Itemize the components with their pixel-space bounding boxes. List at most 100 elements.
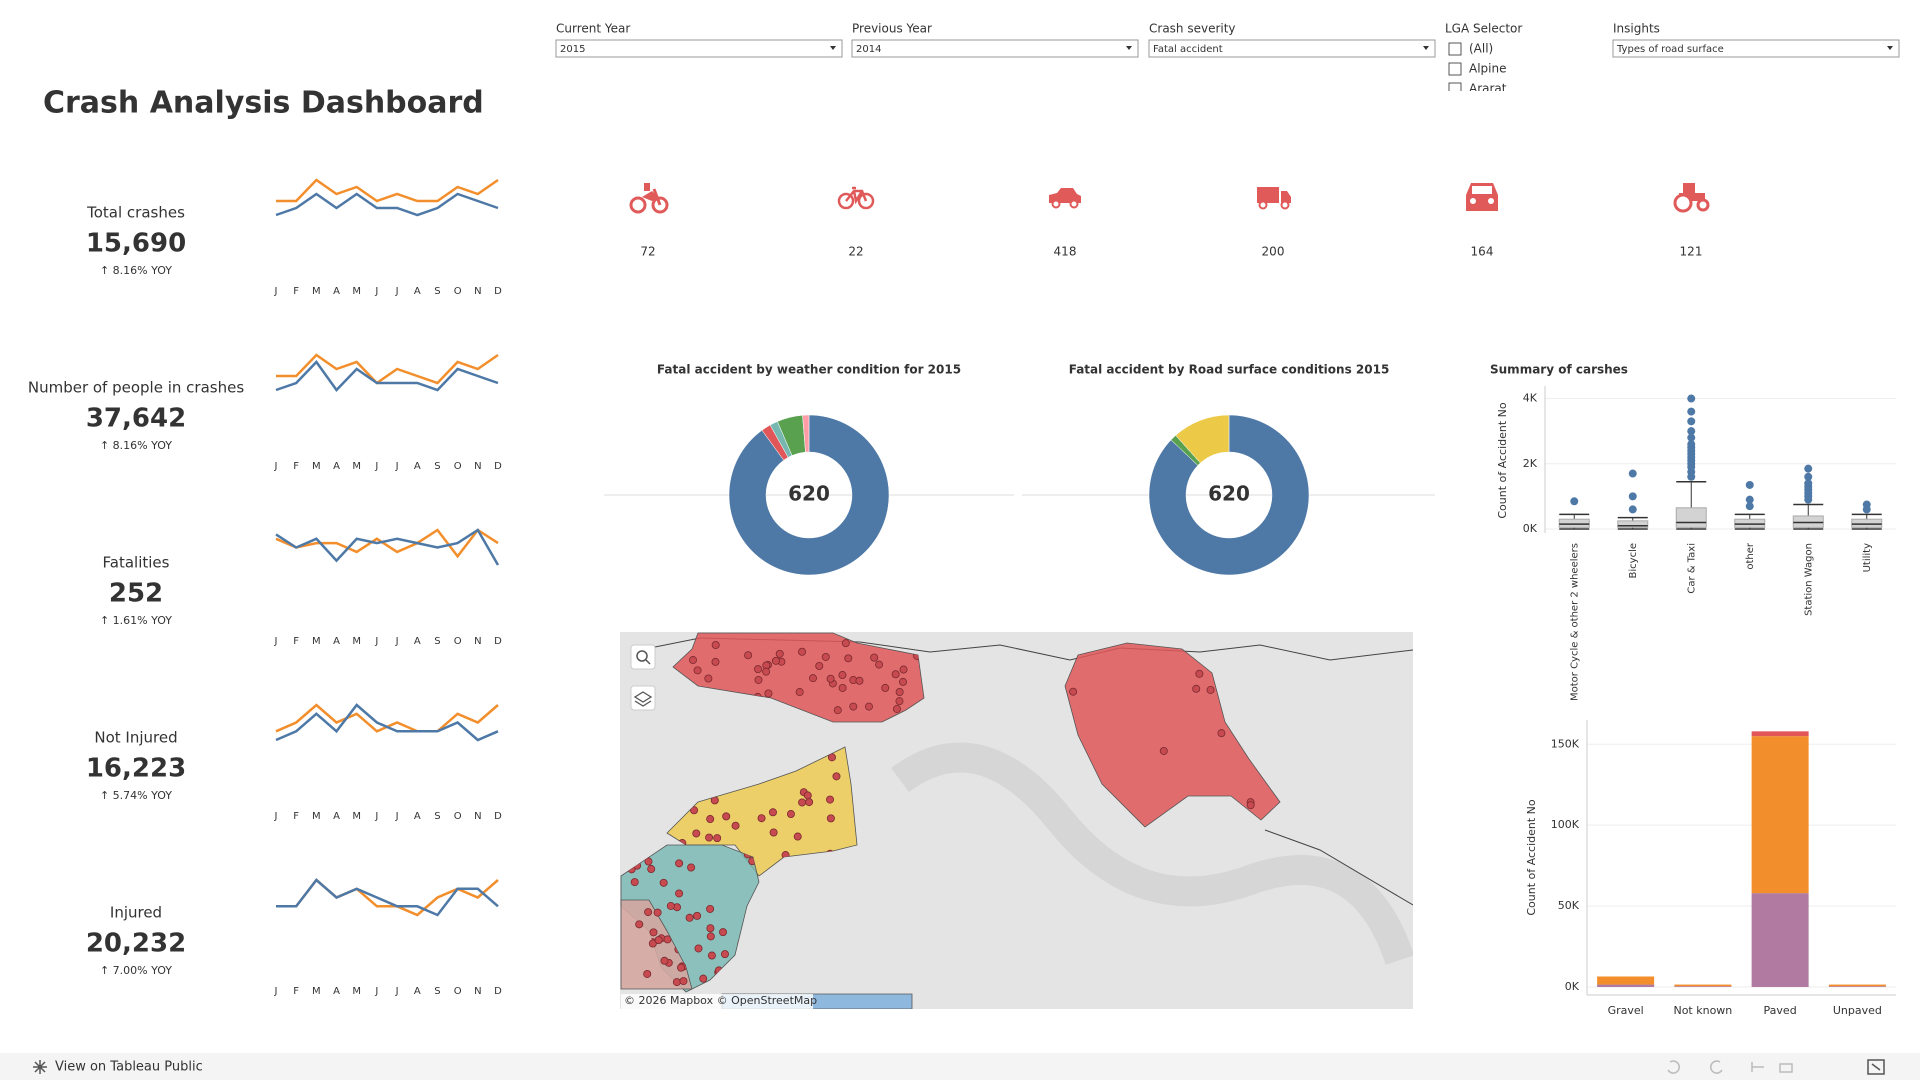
state-border [1264, 829, 1413, 906]
outlier[interactable] [1570, 497, 1579, 506]
dropdown-value: 2014 [856, 44, 881, 55]
outlier[interactable] [1687, 440, 1696, 449]
donut-segment[interactable] [1175, 414, 1230, 464]
y-tick-label: 4K [1523, 392, 1538, 405]
month-label: J [395, 286, 399, 297]
outlier[interactable] [1628, 469, 1637, 478]
undo-button[interactable] [1667, 1060, 1680, 1074]
map-search-button[interactable] [630, 644, 656, 670]
y-tick-label: 0K [1523, 522, 1538, 535]
donut-segment[interactable] [802, 414, 810, 453]
kpi-value: 15,690 [86, 229, 186, 259]
footer-link[interactable]: View on Tableau Public [55, 1060, 203, 1075]
map-point [693, 666, 702, 675]
bar-segment[interactable] [1674, 986, 1732, 987]
map-point [675, 889, 684, 898]
truck-icon [1257, 187, 1291, 210]
y-tick-label: 50K [1558, 899, 1580, 912]
donut-segment[interactable] [1148, 414, 1310, 576]
dropdown[interactable] [1148, 39, 1436, 58]
outlier[interactable] [1862, 500, 1871, 509]
month-label: J [274, 811, 278, 822]
map-point [844, 654, 853, 663]
bar-segment[interactable] [1597, 984, 1655, 987]
month-label: A [414, 461, 421, 472]
month-label: A [414, 286, 421, 297]
box[interactable] [1851, 518, 1883, 528]
dropdown-value: 2015 [560, 44, 585, 55]
kpi-label: Number of people in crashes [28, 379, 244, 397]
map-point [899, 677, 908, 686]
dropdown[interactable] [1612, 39, 1900, 58]
map-point [827, 753, 836, 762]
donut-segment[interactable] [728, 414, 890, 576]
box[interactable] [1558, 518, 1590, 528]
map-point [731, 821, 740, 830]
map-attribution[interactable]: © 2026 Mapbox © OpenStreetMap [624, 994, 817, 1007]
month-label: J [395, 461, 399, 472]
outlier[interactable] [1687, 407, 1696, 416]
box[interactable] [1734, 518, 1766, 528]
box[interactable] [1675, 507, 1707, 528]
bar-segment[interactable] [1674, 984, 1732, 987]
month-label: J [374, 286, 378, 297]
month-label: N [474, 461, 481, 472]
outlier[interactable] [1745, 495, 1754, 504]
outlier[interactable] [1745, 502, 1754, 511]
x-tick-label: Unpaved [1833, 1004, 1882, 1017]
motorcycle-icon [629, 183, 669, 214]
map[interactable]: © 2026 Mapbox © OpenStreetMap [620, 632, 1413, 1009]
bar-segment[interactable] [1828, 986, 1886, 987]
map-point [798, 647, 807, 656]
kpi-yoy: ↑ 8.16% YOY [100, 264, 172, 277]
month-label: F [293, 286, 299, 297]
tractor-icon [1673, 183, 1710, 213]
map-point [899, 665, 908, 674]
redo-button[interactable] [1710, 1060, 1723, 1074]
dropdown[interactable] [851, 39, 1139, 58]
dropdown-value: Fatal accident [1153, 44, 1223, 55]
outlier[interactable] [1745, 480, 1754, 489]
region[interactable] [1064, 642, 1281, 828]
fullscreen-button[interactable] [1867, 1059, 1885, 1075]
bar-segment[interactable] [1751, 893, 1809, 987]
map-point [1206, 685, 1215, 694]
checkbox[interactable] [1448, 82, 1462, 95]
bar-segment[interactable] [1828, 984, 1886, 987]
dropdown[interactable] [555, 39, 843, 58]
outlier[interactable] [1804, 464, 1813, 473]
checkbox[interactable] [1448, 62, 1462, 76]
outlier[interactable] [1628, 492, 1637, 501]
outlier[interactable] [1687, 433, 1696, 442]
month-label: N [474, 986, 481, 997]
map-point [895, 688, 904, 697]
map-point [704, 674, 713, 683]
checkbox[interactable] [1448, 42, 1462, 56]
box[interactable] [1792, 515, 1824, 528]
month-label: M [312, 461, 321, 472]
vehicle-count: 200 [1262, 245, 1285, 259]
map-point [679, 977, 688, 986]
bar-segment[interactable] [1751, 736, 1809, 894]
map-point [643, 969, 652, 978]
map-layers-button[interactable] [630, 685, 656, 711]
outlier[interactable] [1628, 505, 1637, 514]
bar-segment[interactable] [1597, 976, 1655, 985]
outlier[interactable] [1804, 479, 1813, 488]
outlier[interactable] [1687, 394, 1696, 403]
map-point [654, 936, 663, 945]
month-label: F [293, 636, 299, 647]
map-point [771, 656, 780, 665]
donut-title: Fatal accident by Road surface condition… [1069, 363, 1390, 377]
month-label: A [414, 811, 421, 822]
revert-button[interactable] [1751, 1062, 1764, 1072]
refresh-button[interactable] [1779, 1063, 1793, 1073]
bar-segment[interactable] [1751, 731, 1809, 737]
outlier[interactable] [1804, 472, 1813, 481]
outlier[interactable] [1687, 417, 1696, 426]
kpi-value: 16,223 [86, 754, 186, 784]
outlier[interactable] [1687, 427, 1696, 436]
region[interactable] [672, 632, 925, 723]
box[interactable] [1617, 520, 1649, 528]
